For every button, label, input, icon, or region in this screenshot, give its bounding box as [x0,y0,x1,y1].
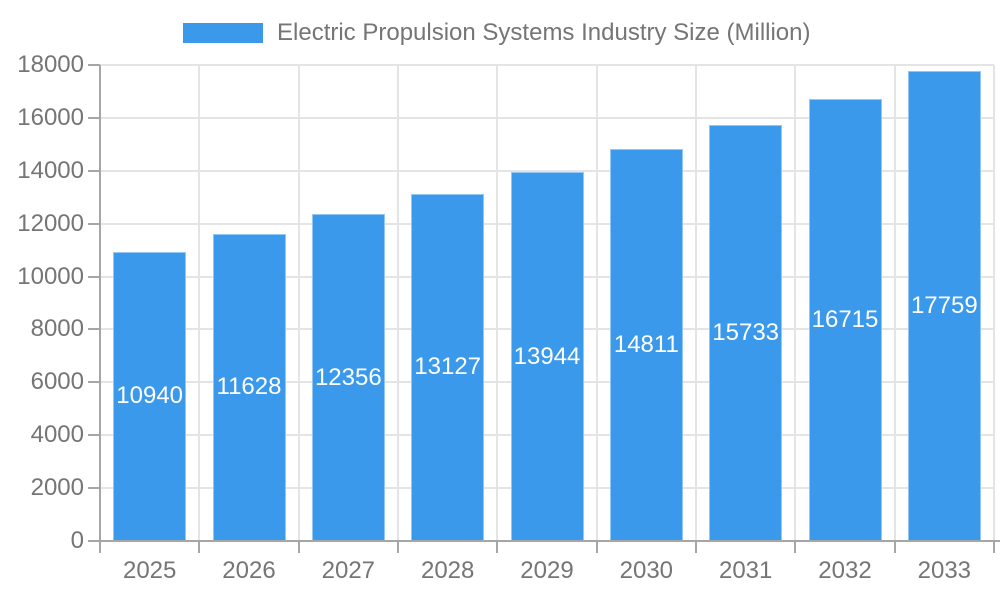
chart-legend[interactable]: Electric Propulsion Systems Industry Siz… [183,21,811,45]
gridline-vertical [297,65,300,541]
gridline-vertical [695,65,697,541]
x-axis-tick-label: 2032 [818,557,872,584]
bar[interactable] [709,124,783,541]
gridline-vertical [595,65,598,541]
y-axis-tick-label: 14000 [17,156,84,184]
bar[interactable] [907,71,981,541]
gridline-vertical [993,65,995,541]
y-axis-tick [88,169,100,172]
bar-value-label: 10940 [116,382,184,410]
y-axis-tick [88,540,100,542]
x-axis-tick-label: 2031 [718,557,773,584]
x-axis-tick-label: 2030 [619,557,674,584]
bar-value-label: 14811 [613,331,679,359]
bar-value-label: 17759 [910,292,978,320]
y-axis-line [99,65,101,541]
gridline-horizontal [100,116,994,119]
x-axis-tick-label: 2025 [122,557,177,584]
y-axis-tick [88,275,100,278]
bar-value-label: 11628 [216,373,282,401]
y-axis-tick-label: 18000 [17,51,84,78]
y-axis-tick [88,381,100,384]
gridline-vertical [397,65,399,541]
x-axis-tick [99,541,101,553]
y-axis-tick [88,487,100,490]
gridline-vertical [794,65,797,541]
gridline-horizontal [100,64,994,66]
gridline-vertical [496,65,499,541]
bar-value-label: 16715 [811,305,879,333]
legend-swatch-icon [183,23,263,43]
y-axis-tick [88,434,100,437]
bar-value-label: 13944 [513,342,581,370]
y-axis-tick-label: 16000 [17,103,84,131]
bar[interactable] [411,193,485,541]
y-axis-tick-label: 6000 [30,368,84,396]
x-axis-tick [794,541,797,553]
y-axis-tick-label: 8000 [30,315,84,343]
y-axis-tick-label: 10000 [17,262,84,290]
bar[interactable] [609,149,683,541]
gridline-vertical [198,65,201,541]
bar[interactable] [212,233,286,541]
x-axis-tick [297,541,300,553]
y-axis-tick-label: 4000 [30,421,84,449]
y-axis-tick-label: 2000 [30,474,84,502]
x-axis-tick [893,541,896,553]
y-axis-tick [88,328,100,331]
y-axis-tick [88,64,100,66]
x-axis-tick [397,541,399,553]
x-axis-tick [595,541,598,553]
chart-title: Electric Propulsion Systems Industry Siz… [277,19,811,46]
x-axis-tick-label: 2029 [520,557,574,584]
bar[interactable] [808,98,882,541]
x-axis-tick-label: 2027 [321,557,376,584]
x-axis-tick [695,541,697,553]
bar-value-label: 13127 [414,353,482,381]
gridline-horizontal [100,169,994,172]
x-axis-tick [496,541,499,553]
bar-value-label: 15733 [712,318,780,346]
bar-value-label: 12356 [314,363,382,391]
x-axis-tick-label: 2033 [917,557,972,584]
x-axis-tick [198,541,201,553]
gridline-vertical [893,65,896,541]
y-axis-tick-label: 0 [70,527,84,554]
x-axis-line [88,540,1000,542]
bar[interactable] [510,172,584,541]
x-axis-tick-label: 2028 [420,557,475,584]
y-axis-tick-label: 12000 [17,209,84,237]
bar[interactable] [311,214,385,541]
y-axis-tick [88,222,100,225]
x-axis-tick [993,541,995,553]
bar[interactable] [113,251,187,541]
y-axis-tick [88,116,100,119]
x-axis-tick-label: 2026 [222,557,276,584]
